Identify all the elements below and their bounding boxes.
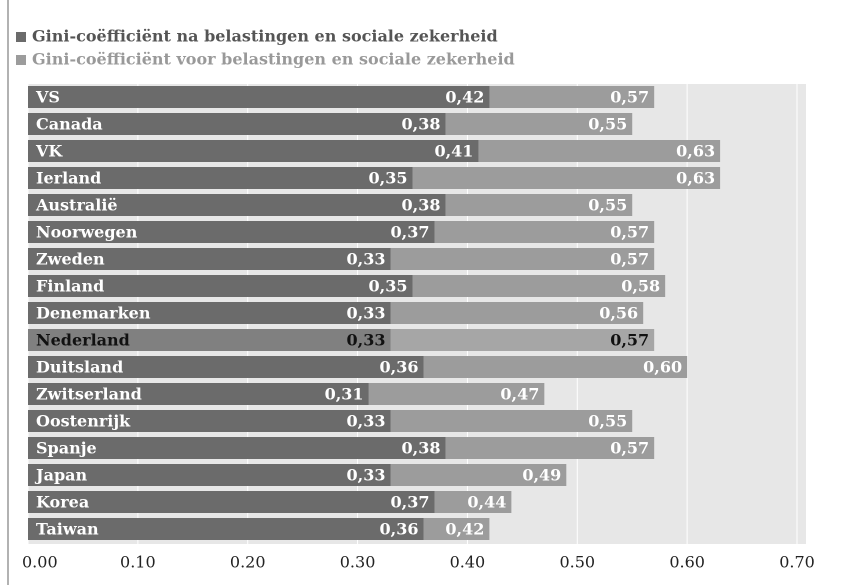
category-label: Nederland xyxy=(36,331,130,350)
bar xyxy=(28,410,391,432)
value-label: 0,35 xyxy=(369,277,408,296)
category-label: Duitsland xyxy=(36,358,123,377)
bar xyxy=(28,329,391,351)
value-label: 0,60 xyxy=(643,358,682,377)
value-label: 0,58 xyxy=(621,277,660,296)
category-label: Japan xyxy=(34,466,87,485)
x-tick-label: 0.40 xyxy=(450,553,486,572)
category-label: Noorwegen xyxy=(36,223,138,242)
bar xyxy=(28,383,369,405)
category-label: VS xyxy=(35,88,60,107)
value-label: 0,55 xyxy=(588,196,627,215)
value-label: 0,42 xyxy=(445,520,484,539)
category-label: Zwitserland xyxy=(36,385,142,404)
bar xyxy=(28,113,446,135)
value-label: 0,44 xyxy=(467,493,506,512)
value-label: 0,38 xyxy=(401,115,440,134)
value-label: 0,33 xyxy=(347,412,386,431)
category-label: Australië xyxy=(35,196,118,215)
value-label: 0,49 xyxy=(522,466,561,485)
value-label: 0,33 xyxy=(347,304,386,323)
value-label: 0,35 xyxy=(369,169,408,188)
x-tick-label: 0.30 xyxy=(340,553,376,572)
value-label: 0,36 xyxy=(380,520,419,539)
value-label: 0,33 xyxy=(347,466,386,485)
value-label: 0,42 xyxy=(445,88,484,107)
category-label: Korea xyxy=(36,493,89,512)
value-label: 0,38 xyxy=(401,196,440,215)
x-tick-label: 0.20 xyxy=(230,553,266,572)
value-label: 0,33 xyxy=(347,250,386,269)
category-label: Denemarken xyxy=(36,304,151,323)
legend-label: Gini-coëfficiënt voor belastingen en soc… xyxy=(32,50,515,69)
bar xyxy=(28,464,391,486)
category-label: Zweden xyxy=(36,250,105,269)
category-label: Spanje xyxy=(36,439,97,458)
bar xyxy=(28,437,446,459)
value-label: 0,57 xyxy=(610,250,649,269)
value-label: 0,63 xyxy=(676,169,715,188)
value-label: 0,31 xyxy=(325,385,364,404)
bar xyxy=(28,221,435,243)
value-label: 0,47 xyxy=(500,385,539,404)
value-label: 0,63 xyxy=(676,142,715,161)
category-label: VK xyxy=(35,142,63,161)
legend-swatch xyxy=(16,32,26,42)
category-label: Oostenrijk xyxy=(36,412,131,431)
value-label: 0,37 xyxy=(391,223,430,242)
value-label: 0,55 xyxy=(588,115,627,134)
x-tick-label: 0.00 xyxy=(22,553,58,572)
bar xyxy=(28,275,413,297)
bar xyxy=(28,167,413,189)
category-label: Canada xyxy=(36,115,103,134)
value-label: 0,55 xyxy=(588,412,627,431)
value-label: 0,37 xyxy=(391,493,430,512)
bar xyxy=(28,491,435,513)
x-tick-label: 0.10 xyxy=(120,553,156,572)
value-label: 0,33 xyxy=(347,331,386,350)
value-label: 0,57 xyxy=(610,223,649,242)
bar xyxy=(28,356,424,378)
x-tick-label: 0.50 xyxy=(559,553,595,572)
value-label: 0,38 xyxy=(401,439,440,458)
value-label: 0,57 xyxy=(610,439,649,458)
value-label: 0,36 xyxy=(380,358,419,377)
x-tick-label: 0.60 xyxy=(669,553,705,572)
bar xyxy=(28,140,479,162)
value-label: 0,57 xyxy=(610,88,649,107)
category-label: Ierland xyxy=(36,169,101,188)
category-label: Finland xyxy=(36,277,104,296)
value-label: 0,57 xyxy=(610,331,649,350)
category-label: Taiwan xyxy=(36,520,99,539)
legend-swatch xyxy=(16,55,26,65)
bar xyxy=(28,248,391,270)
value-label: 0,41 xyxy=(434,142,473,161)
bar xyxy=(28,86,490,108)
value-label: 0,56 xyxy=(599,304,638,323)
bar xyxy=(28,194,446,216)
bar xyxy=(28,518,424,540)
bar xyxy=(28,302,391,324)
legend-label: Gini-coëfficiënt na belastingen en socia… xyxy=(32,27,498,46)
x-tick-label: 0.70 xyxy=(779,553,815,572)
